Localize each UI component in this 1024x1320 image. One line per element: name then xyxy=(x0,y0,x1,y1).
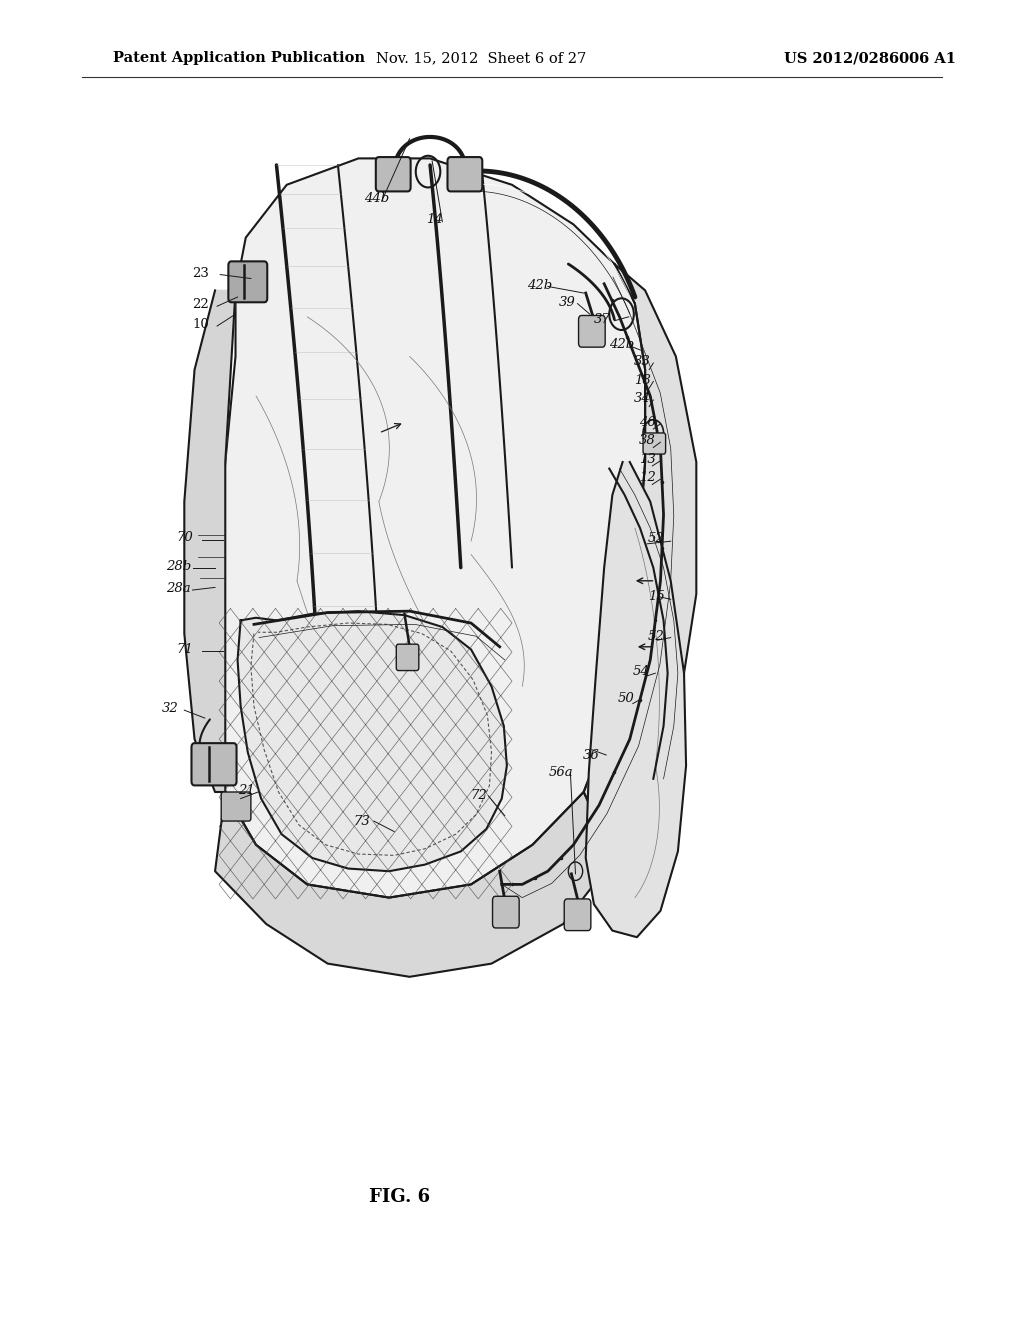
Polygon shape xyxy=(184,290,236,792)
Text: 34: 34 xyxy=(634,392,650,405)
Text: 52: 52 xyxy=(648,630,665,643)
FancyBboxPatch shape xyxy=(579,315,605,347)
Text: 52: 52 xyxy=(648,532,665,545)
Polygon shape xyxy=(215,158,645,898)
Text: 73: 73 xyxy=(353,814,370,828)
Polygon shape xyxy=(238,611,507,871)
Text: 21: 21 xyxy=(238,784,254,797)
Text: 38: 38 xyxy=(639,434,655,447)
Polygon shape xyxy=(586,462,686,937)
Text: 32: 32 xyxy=(162,702,178,715)
Polygon shape xyxy=(584,264,696,858)
Polygon shape xyxy=(215,792,614,977)
Text: 42b: 42b xyxy=(527,279,553,292)
Text: 71: 71 xyxy=(176,643,193,656)
Text: 18: 18 xyxy=(634,374,650,387)
FancyBboxPatch shape xyxy=(228,261,267,302)
Text: US 2012/0286006 A1: US 2012/0286006 A1 xyxy=(784,51,956,65)
FancyBboxPatch shape xyxy=(221,792,251,821)
Text: 33: 33 xyxy=(634,355,650,368)
Text: 39: 39 xyxy=(559,296,575,309)
FancyBboxPatch shape xyxy=(376,157,411,191)
Text: 10: 10 xyxy=(193,318,209,331)
Text: 13: 13 xyxy=(639,453,655,466)
Text: Nov. 15, 2012  Sheet 6 of 27: Nov. 15, 2012 Sheet 6 of 27 xyxy=(376,51,587,65)
Text: 72: 72 xyxy=(470,789,486,803)
Text: 44b: 44b xyxy=(365,191,390,205)
FancyBboxPatch shape xyxy=(447,157,482,191)
Text: 12: 12 xyxy=(639,471,655,484)
FancyBboxPatch shape xyxy=(493,896,519,928)
Text: 70: 70 xyxy=(176,531,193,544)
Text: 28a: 28a xyxy=(166,582,190,595)
Text: 28b: 28b xyxy=(166,560,191,573)
Text: 22: 22 xyxy=(193,298,209,312)
Text: 50: 50 xyxy=(617,692,634,705)
Text: 14: 14 xyxy=(426,213,442,226)
FancyBboxPatch shape xyxy=(643,433,666,454)
Text: 46: 46 xyxy=(639,416,655,429)
Text: 15: 15 xyxy=(648,590,665,603)
Text: 56a: 56a xyxy=(549,766,573,779)
Text: FIG. 6: FIG. 6 xyxy=(369,1188,430,1206)
FancyBboxPatch shape xyxy=(191,743,237,785)
FancyBboxPatch shape xyxy=(564,899,591,931)
Text: 23: 23 xyxy=(193,267,209,280)
Text: 37: 37 xyxy=(594,313,610,326)
Text: Patent Application Publication: Patent Application Publication xyxy=(113,51,365,65)
Text: 54: 54 xyxy=(633,665,649,678)
FancyBboxPatch shape xyxy=(396,644,419,671)
Text: 36: 36 xyxy=(583,748,599,762)
Text: 42b: 42b xyxy=(609,338,635,351)
